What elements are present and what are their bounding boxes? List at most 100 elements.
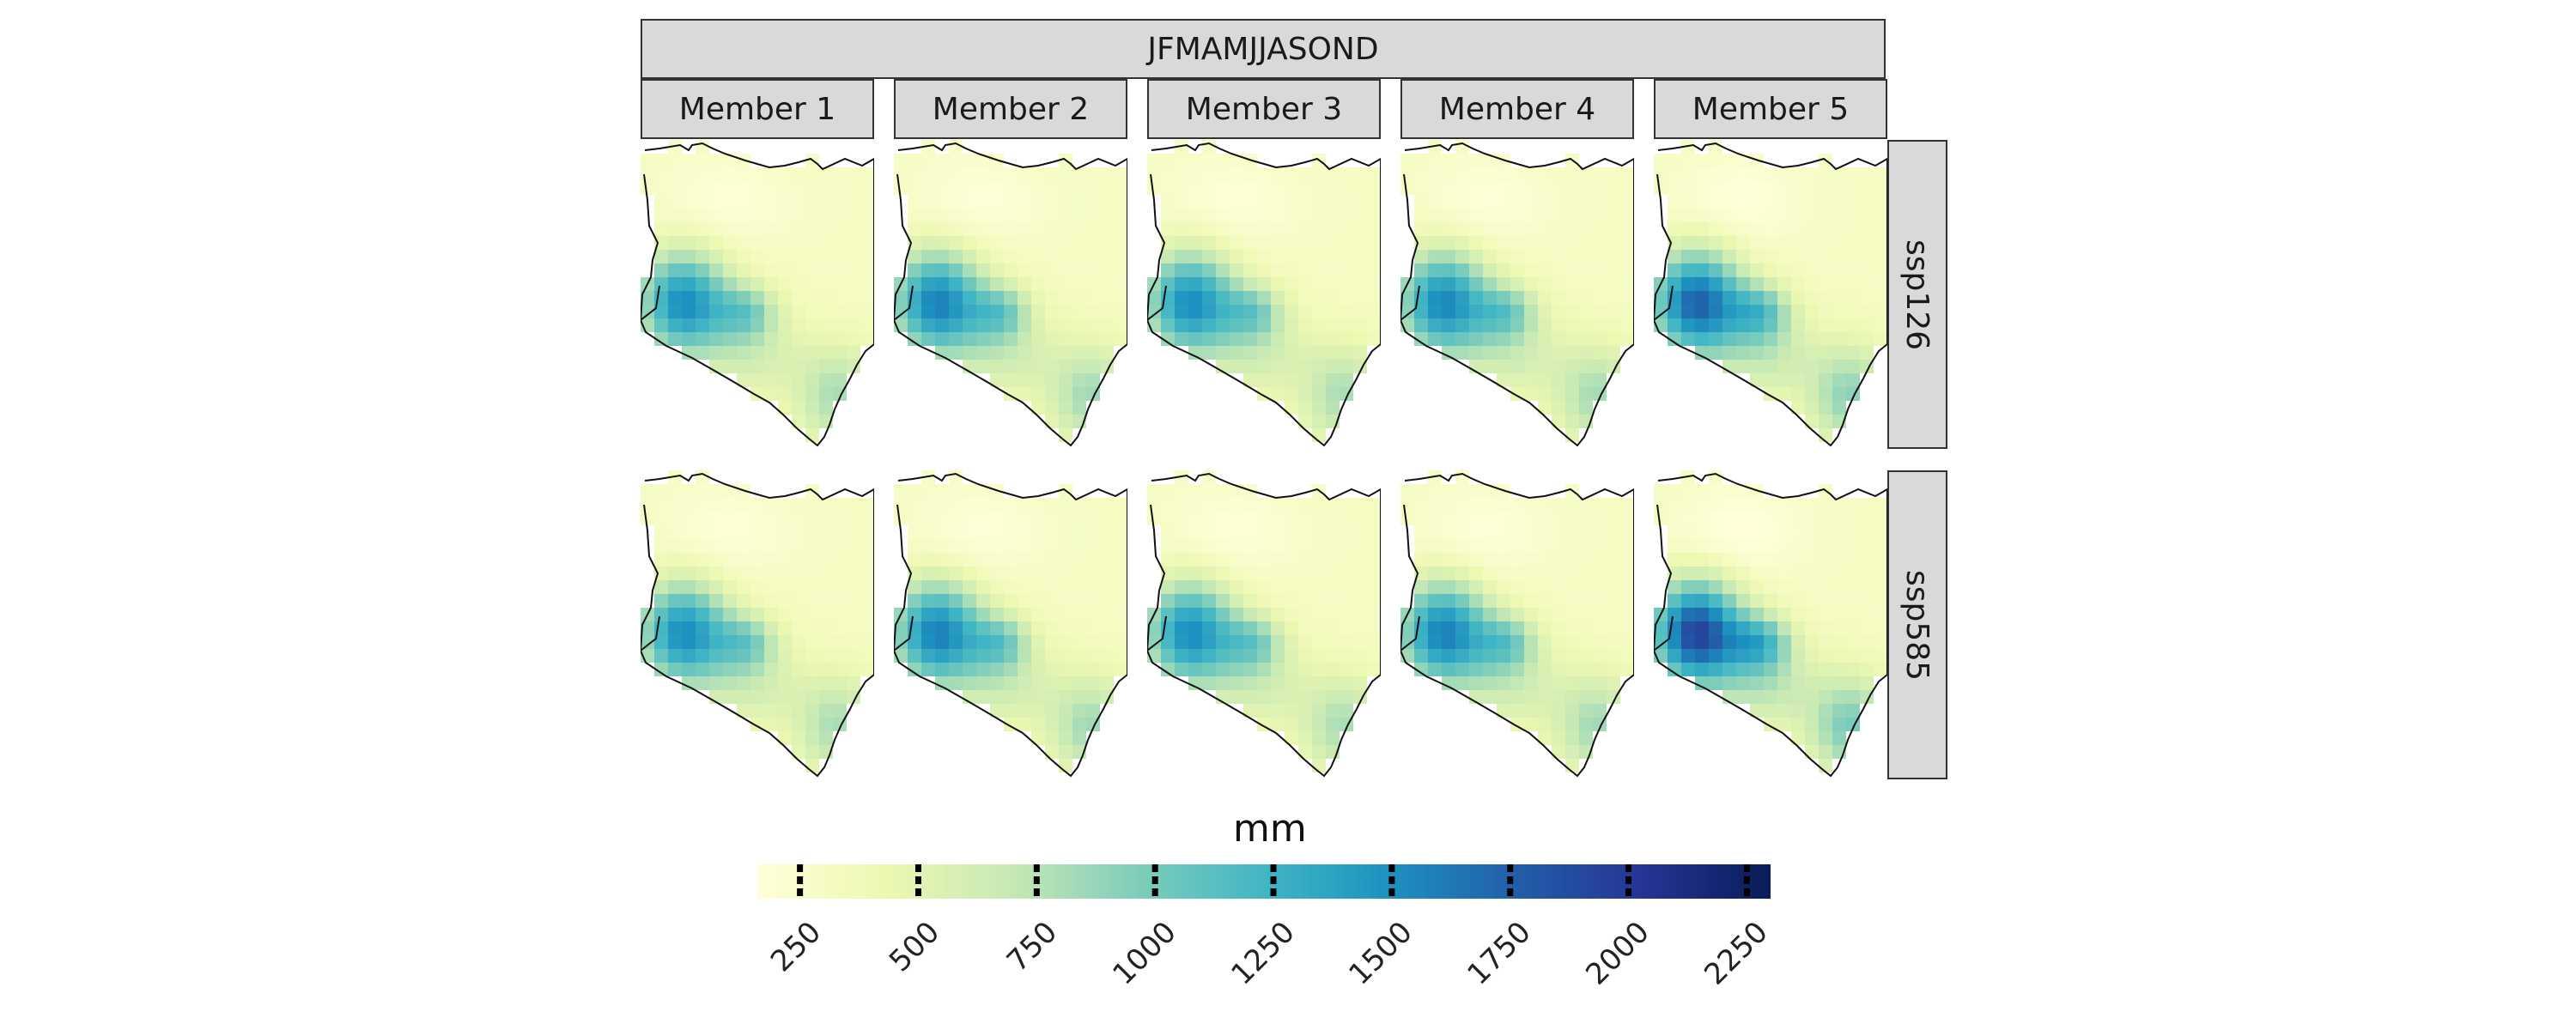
precip-cell	[1846, 250, 1860, 264]
precip-cell	[1874, 525, 1887, 539]
precip-cell	[654, 318, 668, 332]
precip-cell	[1455, 167, 1469, 181]
precip-cell	[1216, 608, 1230, 621]
precip-cell	[976, 222, 990, 236]
precip-cell	[654, 181, 668, 195]
precip-cell	[1414, 580, 1428, 594]
precip-cell	[1455, 580, 1469, 594]
precip-cell	[792, 209, 805, 222]
precip-cell	[1764, 264, 1777, 277]
precip-cell	[990, 580, 1004, 594]
precip-cell	[1018, 621, 1031, 635]
precip-cell	[750, 580, 764, 594]
scenario-label: ssp585	[1899, 569, 1935, 681]
precip-cell	[696, 608, 709, 621]
precip-cell	[668, 209, 682, 222]
precip-cell	[1202, 318, 1216, 332]
precip-cell	[860, 250, 874, 264]
precip-cell	[778, 264, 792, 277]
precip-cell	[1230, 608, 1243, 621]
precip-cell	[1257, 373, 1271, 387]
precip-cell	[935, 332, 949, 346]
precip-cell	[1497, 250, 1510, 264]
precip-cell	[1202, 209, 1216, 222]
precip-cell	[1257, 264, 1271, 277]
precip-cell	[1086, 195, 1100, 209]
precip-cell	[1593, 498, 1607, 512]
precip-cell	[1400, 512, 1414, 525]
precip-cell	[805, 704, 819, 718]
precip-cell	[1764, 167, 1777, 181]
precip-cell	[1216, 553, 1230, 566]
precip-cell	[1593, 291, 1607, 305]
precip-cell	[921, 621, 935, 635]
precip-cell	[654, 649, 668, 663]
precip-cell	[805, 264, 819, 277]
precip-cell	[1312, 553, 1326, 566]
precip-cell	[1483, 222, 1497, 236]
precip-cell	[1819, 195, 1832, 209]
precip-cell	[1367, 332, 1381, 346]
precip-cell	[1086, 690, 1100, 704]
precip-cell	[1414, 566, 1428, 580]
precip-cell	[1018, 222, 1031, 236]
precip-cell	[1510, 318, 1524, 332]
precip-cell	[1400, 181, 1414, 195]
precip-cell	[908, 277, 921, 291]
precip-cell	[1469, 580, 1483, 594]
precip-cell	[935, 635, 949, 649]
precip-cell	[1593, 566, 1607, 580]
precip-cell	[1202, 484, 1216, 498]
precip-cell	[1202, 649, 1216, 663]
precip-cell	[654, 332, 668, 346]
precip-cell	[764, 181, 778, 195]
precip-cell	[1285, 594, 1298, 608]
precip-cell	[1695, 566, 1709, 580]
precip-cell	[1072, 236, 1086, 250]
precip-cell	[1326, 621, 1340, 635]
precip-cell	[1202, 140, 1216, 154]
precip-cell	[1100, 332, 1114, 346]
precip-cell	[1031, 512, 1045, 525]
precip-cell	[1874, 318, 1887, 332]
precip-cell	[1455, 291, 1469, 305]
precip-cell	[819, 167, 833, 181]
precip-cell	[1059, 167, 1072, 181]
precip-cell	[737, 539, 750, 553]
precip-cell	[847, 525, 860, 539]
precip-cell	[1175, 236, 1188, 250]
precip-cell	[976, 663, 990, 676]
precip-cell	[1579, 373, 1593, 387]
precip-cell	[1860, 277, 1874, 291]
precip-cell	[1271, 373, 1285, 387]
precip-cell	[1832, 553, 1846, 566]
precip-cell	[894, 484, 908, 498]
precip-cell	[1777, 318, 1791, 332]
precip-cell	[1860, 608, 1874, 621]
precip-cell	[668, 498, 682, 512]
precip-cell	[1874, 167, 1887, 181]
precip-cell	[709, 195, 723, 209]
precip-cell	[668, 663, 682, 676]
precip-cell	[1298, 195, 1312, 209]
precip-cell	[805, 608, 819, 621]
precip-cell	[1230, 222, 1243, 236]
precip-cell	[921, 264, 935, 277]
precip-cell	[1243, 621, 1257, 635]
precip-cell	[1832, 498, 1846, 512]
precip-cell	[1709, 539, 1722, 553]
precip-cell	[750, 566, 764, 580]
precip-cell	[1565, 346, 1579, 360]
precip-cell	[819, 318, 833, 332]
precip-cell	[1188, 222, 1202, 236]
precip-cell	[860, 318, 874, 332]
precip-cell	[1442, 250, 1455, 264]
precip-cell	[1340, 373, 1353, 387]
precip-cell	[1579, 594, 1593, 608]
precip-cell	[1565, 649, 1579, 663]
precip-cell	[1552, 415, 1565, 428]
precip-cell	[1552, 649, 1565, 663]
precip-cell	[1298, 621, 1312, 635]
precip-cell	[1004, 676, 1018, 690]
precip-cell	[1805, 594, 1819, 608]
